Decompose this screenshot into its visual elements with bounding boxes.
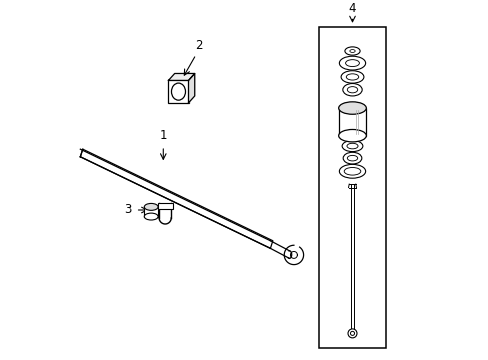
Bar — [168, 80, 188, 103]
Ellipse shape — [343, 152, 361, 164]
Ellipse shape — [342, 84, 362, 96]
Polygon shape — [188, 73, 194, 103]
Polygon shape — [270, 241, 289, 258]
Ellipse shape — [346, 74, 358, 80]
Ellipse shape — [349, 50, 354, 53]
Ellipse shape — [342, 140, 362, 152]
Ellipse shape — [346, 156, 357, 161]
Ellipse shape — [338, 102, 366, 114]
Ellipse shape — [338, 130, 366, 142]
Text: 1: 1 — [159, 129, 167, 141]
Circle shape — [347, 329, 356, 338]
Circle shape — [350, 331, 354, 336]
Ellipse shape — [339, 165, 365, 178]
Bar — [318, 27, 386, 348]
Ellipse shape — [345, 60, 359, 67]
Ellipse shape — [144, 203, 158, 210]
Bar — [338, 108, 366, 136]
Ellipse shape — [346, 143, 357, 149]
Text: 2: 2 — [195, 39, 202, 52]
Ellipse shape — [341, 71, 363, 83]
Bar — [158, 203, 172, 209]
Ellipse shape — [171, 83, 185, 100]
Ellipse shape — [346, 87, 357, 93]
Text: 3: 3 — [123, 203, 131, 216]
Polygon shape — [168, 73, 194, 80]
Ellipse shape — [339, 56, 365, 70]
Text: 4: 4 — [348, 2, 356, 15]
Ellipse shape — [344, 167, 360, 175]
Ellipse shape — [144, 213, 158, 220]
Polygon shape — [80, 149, 272, 248]
Ellipse shape — [344, 47, 359, 55]
Bar — [144, 207, 158, 217]
